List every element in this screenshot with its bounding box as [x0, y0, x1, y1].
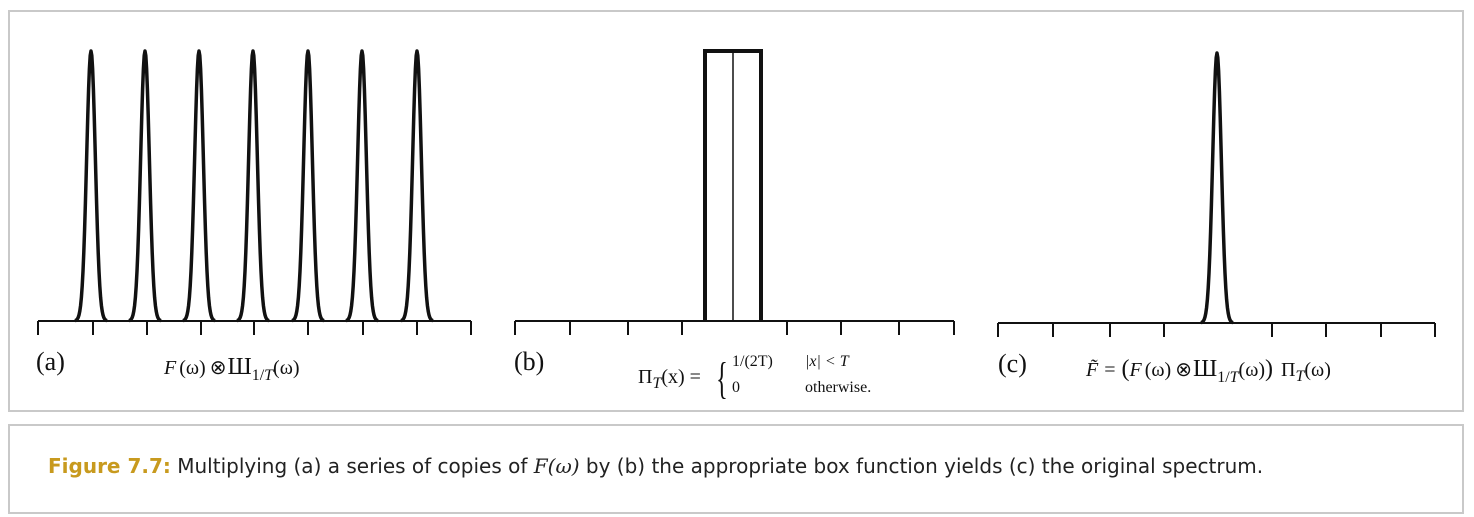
- brace-icon: {: [716, 353, 728, 403]
- case1-condition: |x| < T: [805, 353, 850, 370]
- spectrum-peak: [128, 49, 162, 323]
- caption-text-before: Multiplying (a) a series of copies of: [170, 454, 534, 478]
- panel-a-formula: F (ω) ⊗Ш1/T(ω): [163, 354, 300, 384]
- spectrum-peak: [74, 49, 108, 323]
- spectrum-peak: [236, 49, 270, 323]
- figure-caption: Figure 7.7: Multiplying (a) a series of …: [48, 454, 1263, 478]
- panel-a-label: (a): [36, 347, 65, 376]
- panel-c-plot: [997, 51, 1436, 337]
- panel-a-ticks: [37, 321, 472, 335]
- caption-text-after: by (b) the appropriate box function yiel…: [579, 454, 1264, 478]
- spectrum-peak: [1200, 51, 1234, 325]
- panel-a-peaks: [74, 49, 434, 323]
- spectrum-peak: [400, 49, 434, 323]
- case2-value: 0: [732, 379, 740, 396]
- case1-value: 1/(2T): [732, 353, 773, 370]
- panel-a-plot: [37, 49, 472, 335]
- panel-c-peak: [1200, 51, 1234, 325]
- spectrum-peak: [291, 49, 325, 323]
- caption-label: Figure 7.7:: [48, 454, 171, 478]
- panel-c-formula: F̃ = (F (ω) ⊗Ш1/T(ω)) ΠT(ω): [1085, 356, 1331, 386]
- spectrum-peak: [345, 49, 379, 323]
- caption-frame: Figure 7.7: Multiplying (a) a series of …: [8, 424, 1464, 514]
- panel-b-label: (b): [514, 347, 544, 376]
- panel-c-label: (c): [998, 349, 1027, 378]
- case2-condition: otherwise.: [805, 379, 871, 396]
- spectrum-peak: [182, 49, 216, 323]
- panel-b-formula-lhs: ΠT(x) =: [638, 366, 701, 392]
- panel-c-ticks: [997, 323, 1436, 337]
- caption-math: F(ω): [533, 454, 580, 478]
- panel-b-ticks: [514, 321, 955, 335]
- panel-b-plot: [514, 49, 955, 335]
